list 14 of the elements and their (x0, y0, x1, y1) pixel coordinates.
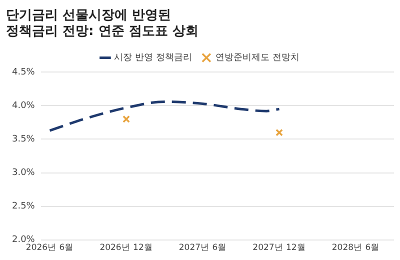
y-tick-label: 4.0% (12, 101, 36, 112)
x-tick-label: 2026년 6월 (26, 243, 74, 254)
x-tick-label: 2027년 12월 (252, 243, 306, 254)
y-tick-label: 3.5% (12, 134, 36, 145)
chart-title: 단기금리 선물시장에 반영된 정책금리 전망: 연준 점도표 상회 (6, 8, 198, 39)
y-tick-label: 4.5% (12, 68, 36, 78)
x-tick-label: 2027년 6월 (178, 243, 227, 254)
y-tick-label: 2.5% (12, 202, 36, 212)
x-tick-label: 2028년 6월 (332, 243, 380, 254)
legend-label: 시장 반영 정책금리 (114, 53, 192, 64)
x-tick-label: 2026년 12월 (100, 243, 153, 254)
y-tick-label: 3.0% (12, 168, 36, 178)
legend-label: 연방준비제도 전망치 (215, 53, 300, 64)
line-series (48, 100, 281, 132)
